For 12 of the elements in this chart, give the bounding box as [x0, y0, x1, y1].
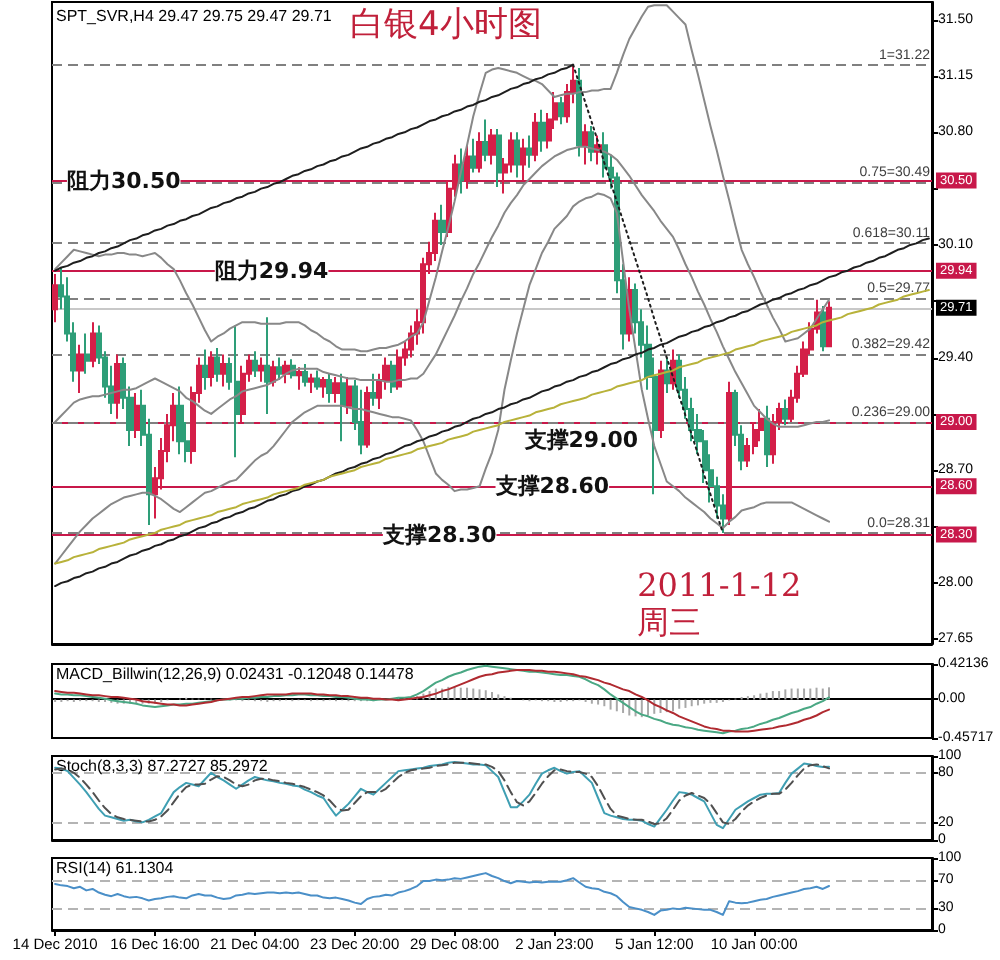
annotation: 阻力29.94: [214, 257, 330, 284]
chart-subtitle: SPT_SVR,H4 29.47 29.75 29.47 29.71: [56, 7, 333, 25]
chart-title: 白银4小时图: [350, 5, 542, 45]
annotation: 周三: [637, 602, 702, 641]
chart-title: MACD_Billwin(12,26,9) 0.02431 -0.12048 0.14478: [56, 665, 415, 683]
annotation: 支撑28.30: [380, 521, 498, 548]
annotation: 支撑28.60: [493, 473, 610, 500]
chart-title: RSI(14) 61.1304: [56, 859, 175, 877]
annotation: 阻力30.50: [66, 167, 182, 194]
chart-title: Stoch(8,3,3) 87.2727 85.2972: [56, 757, 269, 775]
annotation: 2011-1-12: [637, 565, 802, 604]
annotation: 支撑29.00: [522, 426, 639, 453]
